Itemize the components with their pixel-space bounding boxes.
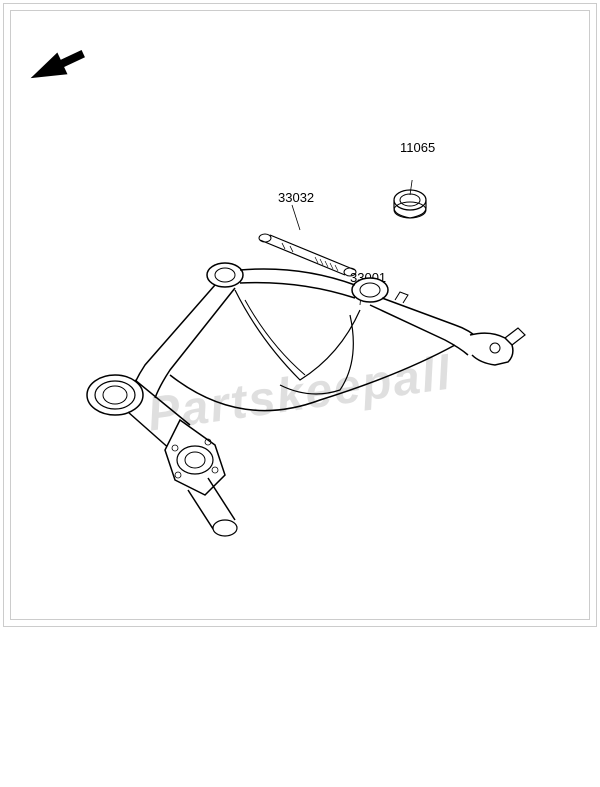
swingarm-body-33001 [87, 263, 525, 536]
part-label-11065: 11065 [400, 140, 435, 155]
swingarm-assembly-drawing [60, 180, 540, 560]
direction-arrow-icon [25, 35, 95, 110]
diagram-container: Partskeepall 11065 33032 33001 [0, 0, 600, 787]
cap-part-11065 [394, 190, 426, 218]
